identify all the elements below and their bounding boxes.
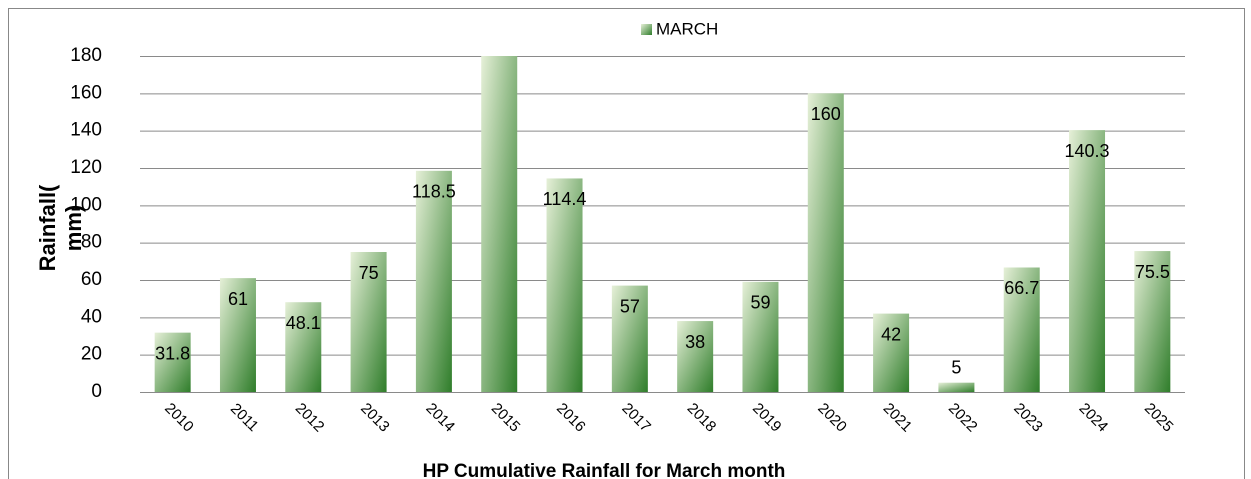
data-label: 160 xyxy=(811,104,841,124)
bar xyxy=(350,252,387,392)
bar xyxy=(481,56,518,392)
data-label: 75 xyxy=(359,263,379,283)
x-tick-label: 2024 xyxy=(1076,400,1112,436)
data-label: 114.4 xyxy=(543,189,587,209)
data-label: 61 xyxy=(228,289,248,309)
x-tick-label: 2010 xyxy=(161,400,197,436)
bar xyxy=(938,382,975,392)
x-axis-title: HP Cumulative Rainfall for March month xyxy=(423,461,786,479)
data-label: 48.1 xyxy=(286,313,321,333)
y-axis-title: Rainfall( mm) xyxy=(35,184,86,272)
bar xyxy=(742,281,779,392)
x-tick-label: 2014 xyxy=(422,400,458,436)
y-tick-label: 20 xyxy=(81,344,102,365)
bar xyxy=(1134,251,1171,392)
data-label: 31.8 xyxy=(155,343,190,363)
x-tick-label: 2018 xyxy=(684,400,720,436)
bar xyxy=(1003,267,1040,392)
x-tick-label: 2020 xyxy=(814,400,850,436)
y-tick-label: 120 xyxy=(70,157,102,178)
x-tick-label: 2023 xyxy=(1010,400,1046,436)
data-label: 118.5 xyxy=(412,182,456,202)
bar xyxy=(611,285,648,392)
bar xyxy=(1069,130,1106,392)
bar xyxy=(415,170,452,392)
y-tick-label: 100 xyxy=(70,194,102,215)
data-label: 57 xyxy=(620,296,640,316)
x-tick-label: 2022 xyxy=(945,400,981,436)
y-tick-label: 60 xyxy=(81,269,102,290)
bar xyxy=(154,332,191,392)
y-tick-label: 40 xyxy=(81,306,102,327)
x-tick-label: 2025 xyxy=(1141,400,1177,436)
x-tick-label: 2011 xyxy=(227,400,262,435)
y-tick-label: 0 xyxy=(91,381,102,402)
data-label: 38 xyxy=(685,332,705,352)
x-tick-label: 2021 xyxy=(880,400,916,436)
chart-border xyxy=(8,8,1245,479)
data-label: 140.3 xyxy=(1065,141,1110,161)
y-tick-label: 80 xyxy=(81,232,102,253)
bar xyxy=(873,313,910,392)
data-label: 59 xyxy=(750,293,770,313)
data-label: 75.5 xyxy=(1135,262,1170,282)
bar xyxy=(546,178,583,392)
bar xyxy=(677,321,714,392)
y-tick-label: 180 xyxy=(70,45,102,66)
data-label: 5 xyxy=(951,357,961,377)
y-tick-label: 140 xyxy=(70,120,102,141)
legend-swatch xyxy=(641,24,652,35)
x-tick-label: 2015 xyxy=(488,400,524,436)
x-tick-label: 2019 xyxy=(749,400,785,436)
bar xyxy=(285,302,322,392)
x-tick-label: 2017 xyxy=(618,400,654,436)
x-tick-label: 2016 xyxy=(553,400,589,436)
data-label: 66.7 xyxy=(1004,278,1039,298)
x-tick-label: 2012 xyxy=(292,400,328,436)
legend-label: MARCH xyxy=(656,19,718,38)
y-tick-label: 160 xyxy=(70,82,102,103)
x-tick-label: 2013 xyxy=(357,400,393,436)
bar xyxy=(807,93,844,392)
bar xyxy=(219,278,256,392)
data-label: 42 xyxy=(881,324,901,344)
